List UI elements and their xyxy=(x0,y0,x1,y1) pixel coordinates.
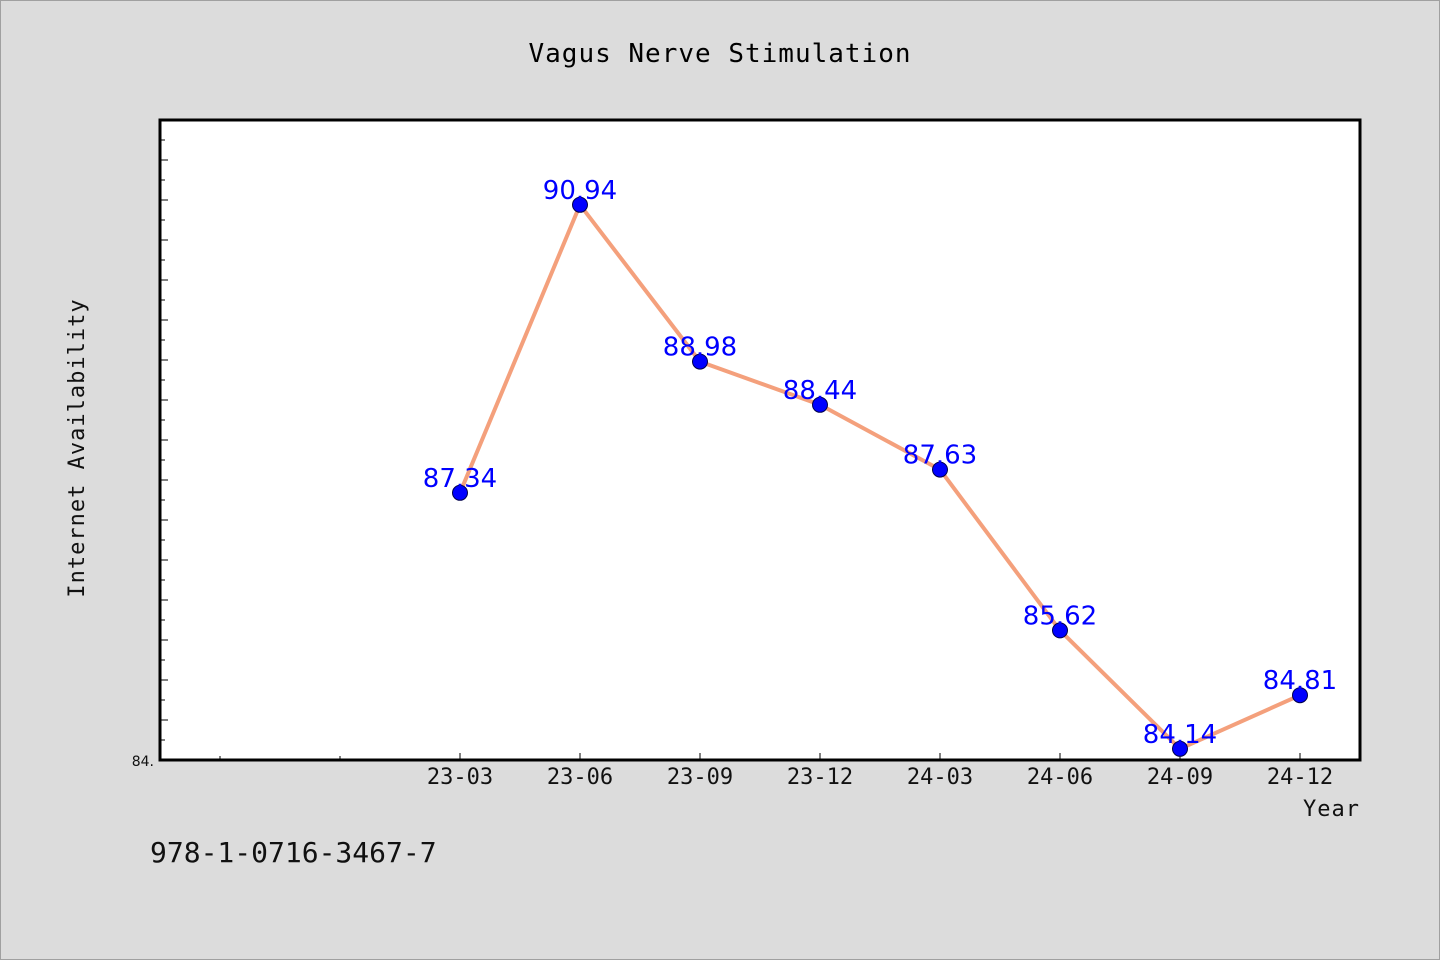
y-axis-min-label: 84. xyxy=(132,754,154,770)
x-axis-title: Year xyxy=(1303,797,1360,822)
data-label: 85.62 xyxy=(1023,601,1097,631)
x-tick-label: 23-03 xyxy=(427,765,493,790)
y-axis-title: Internet Availability xyxy=(65,298,90,597)
series-group: 87.34 90.94 88.98 88.44 87.63 85.62 84.14 84.81 xyxy=(423,176,1337,757)
data-label: 87.63 xyxy=(903,441,977,471)
x-tick-label: 23-06 xyxy=(547,765,613,790)
x-tick-label: 24-09 xyxy=(1147,765,1213,790)
x-axis-tick-labels: 23-03 23-06 23-09 23-12 24-03 24-06 24-09 24-12 xyxy=(427,765,1333,790)
data-point xyxy=(812,396,828,413)
data-label: 87.34 xyxy=(423,464,497,494)
data-point xyxy=(572,196,588,213)
data-label: 84.14 xyxy=(1143,720,1217,750)
data-label: 88.98 xyxy=(663,333,737,363)
data-label: 90.94 xyxy=(543,176,617,206)
data-label: 84.81 xyxy=(1263,666,1337,696)
chart-title: Vagus Nerve Stimulation xyxy=(528,39,911,69)
y-axis-ticks xyxy=(160,139,168,741)
x-tick-label: 24-03 xyxy=(907,765,973,790)
x-tick-label: 24-12 xyxy=(1267,765,1333,790)
x-tick-label: 23-12 xyxy=(787,765,853,790)
x-tick-label: 24-06 xyxy=(1027,765,1093,790)
data-point xyxy=(932,461,948,478)
x-tick-label: 23-09 xyxy=(667,765,733,790)
data-point xyxy=(1172,740,1188,757)
series-line xyxy=(458,202,1301,751)
data-label: 88.44 xyxy=(783,376,857,406)
data-point xyxy=(1292,687,1308,704)
footer-isbn: 978-1-0716-3467-7 xyxy=(150,836,437,869)
data-point xyxy=(692,353,708,370)
data-point xyxy=(1052,622,1068,639)
data-point xyxy=(452,484,468,501)
plot-area xyxy=(158,118,1362,762)
